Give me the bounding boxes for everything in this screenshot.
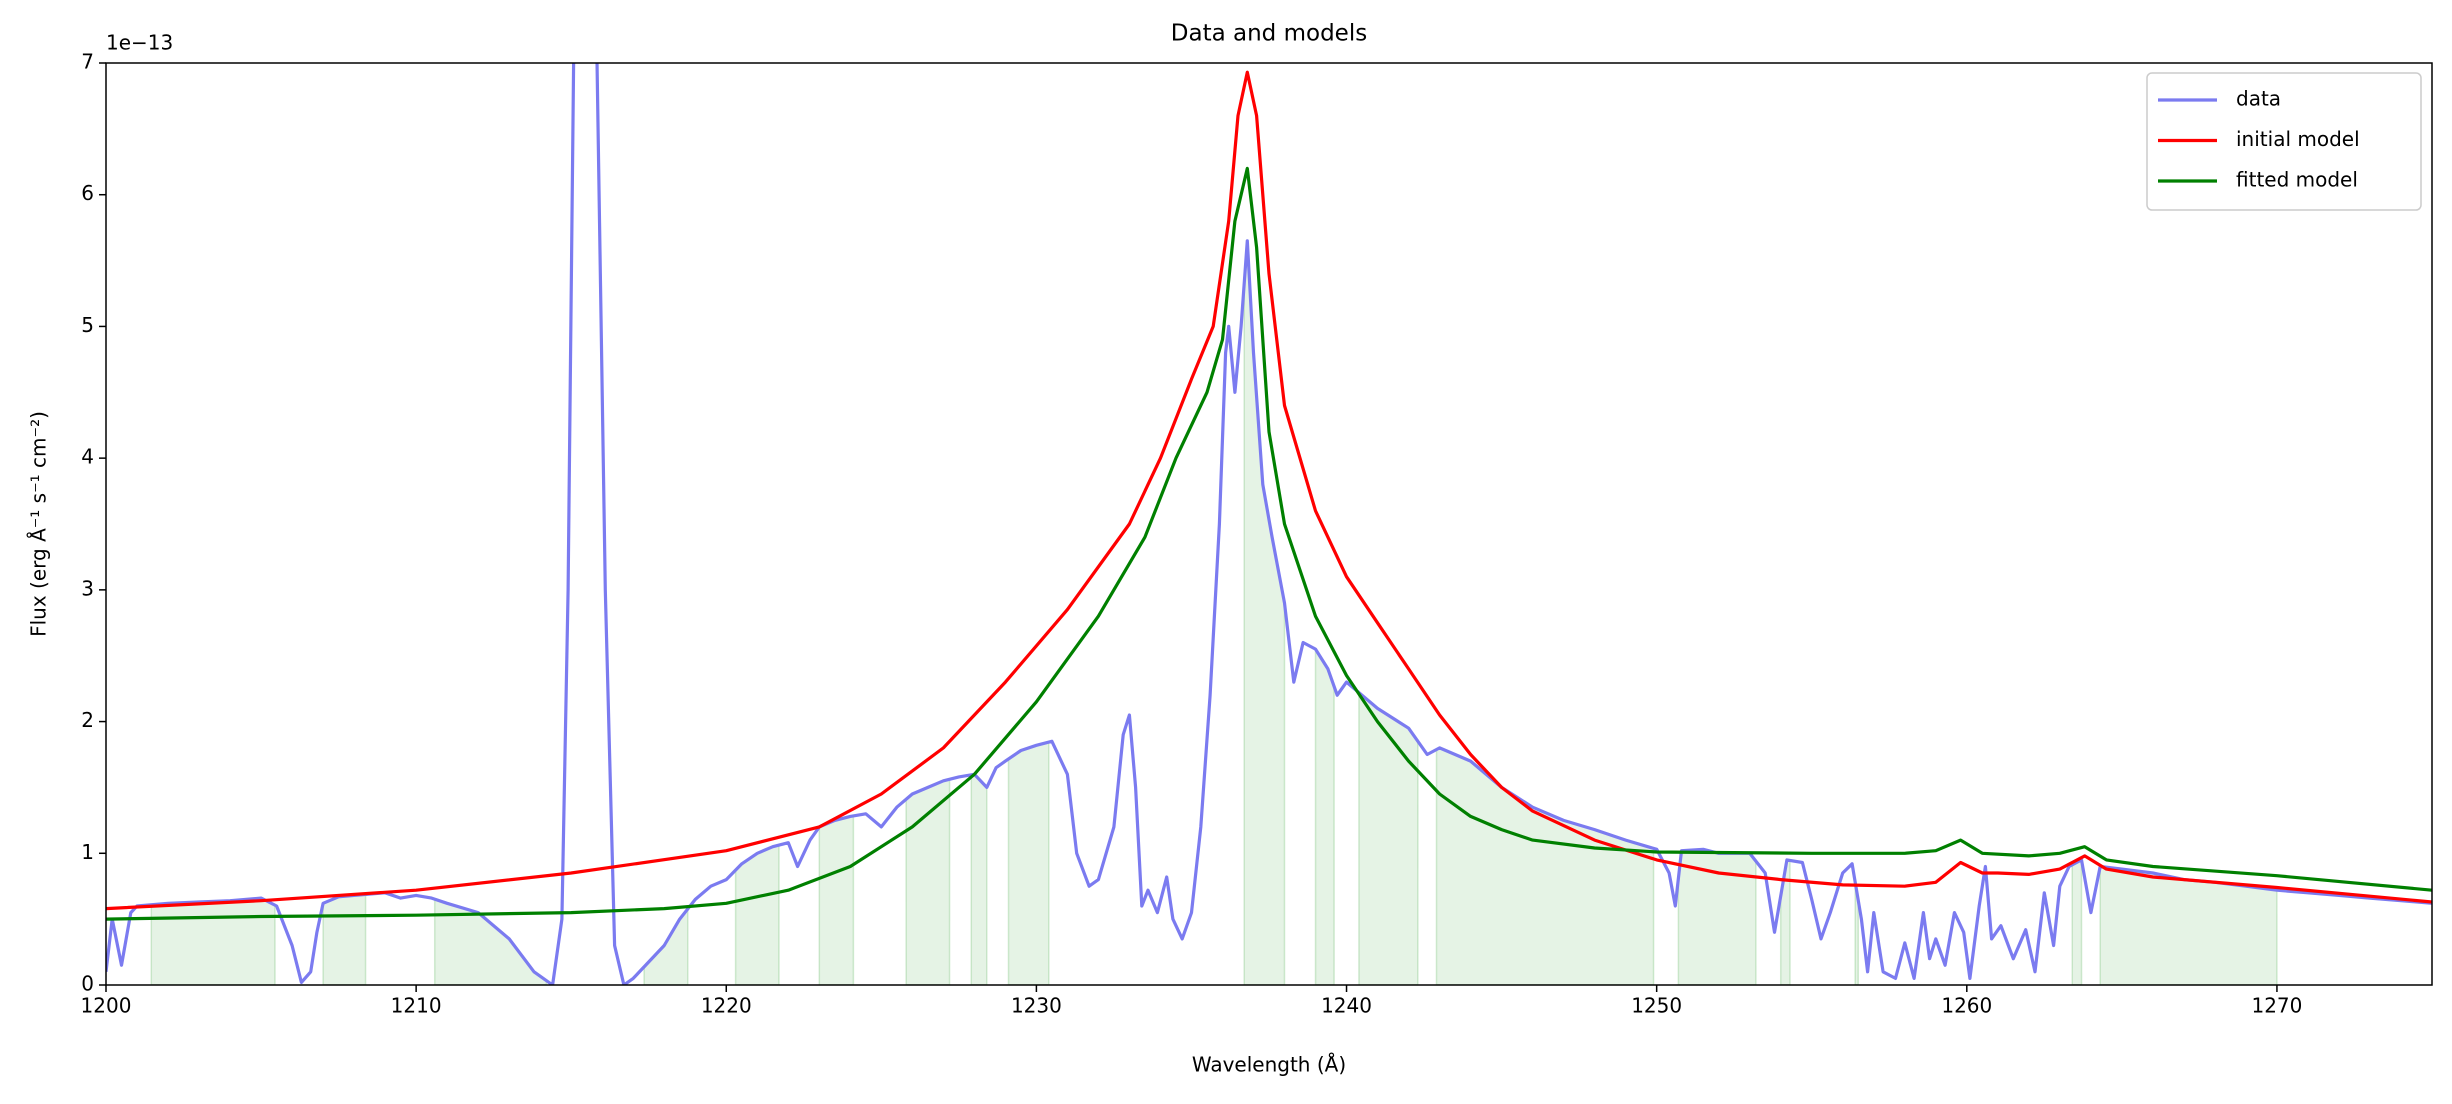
- y-tick-label: 5: [81, 313, 94, 337]
- y-axis-label: Flux (erg Å⁻¹ s⁻¹ cm⁻²): [27, 411, 51, 637]
- y-tick-label: 2: [81, 708, 94, 732]
- series-line: [106, 63, 2432, 985]
- shaded-range: [150, 897, 276, 985]
- y-tick-label: 3: [81, 576, 94, 600]
- y-tick-label: 4: [81, 445, 94, 469]
- shaded-range: [1314, 646, 1335, 985]
- shaded-range: [1677, 848, 1757, 985]
- y-tick-label: 1: [81, 840, 94, 864]
- legend-box: [2146, 72, 2422, 211]
- shaded-range: [1007, 741, 1050, 985]
- y-tick-label: 6: [81, 181, 94, 205]
- shaded-range: [905, 778, 951, 985]
- x-tick-label: 1270: [2251, 994, 2302, 1018]
- legend-label: fitted model: [2236, 168, 2358, 192]
- shaded-range: [322, 893, 367, 985]
- x-tick-label: 1210: [391, 994, 442, 1018]
- x-tick-label: 1240: [1321, 994, 1372, 1018]
- x-tick-label: 1200: [81, 994, 132, 1018]
- shaded-range: [1435, 747, 1655, 985]
- x-axis-label: Wavelength (Å): [1192, 1053, 1346, 1077]
- series-line: [106, 166, 2432, 921]
- axes-frame: [105, 62, 2433, 986]
- x-tick-label: 1260: [1941, 994, 1992, 1018]
- shaded-range: [643, 906, 689, 985]
- legend-label: initial model: [2236, 127, 2360, 151]
- y-tick-label: 7: [81, 50, 94, 74]
- shaded-range: [818, 815, 855, 985]
- y-tick-label: 0: [81, 972, 94, 996]
- shaded-range: [734, 844, 780, 985]
- shaded-range: [2071, 858, 2083, 985]
- y-offset-label: 1e−13: [106, 31, 173, 55]
- series-line: [106, 70, 2432, 911]
- x-tick-label: 1250: [1631, 994, 1682, 1018]
- shaded-range: [970, 773, 988, 985]
- chart-title: Data and models: [1171, 21, 1367, 47]
- legend-label: data: [2236, 87, 2281, 111]
- x-tick-label: 1230: [1011, 994, 1062, 1018]
- plot-area: [106, 63, 2432, 985]
- x-tick-label: 1220: [701, 994, 752, 1018]
